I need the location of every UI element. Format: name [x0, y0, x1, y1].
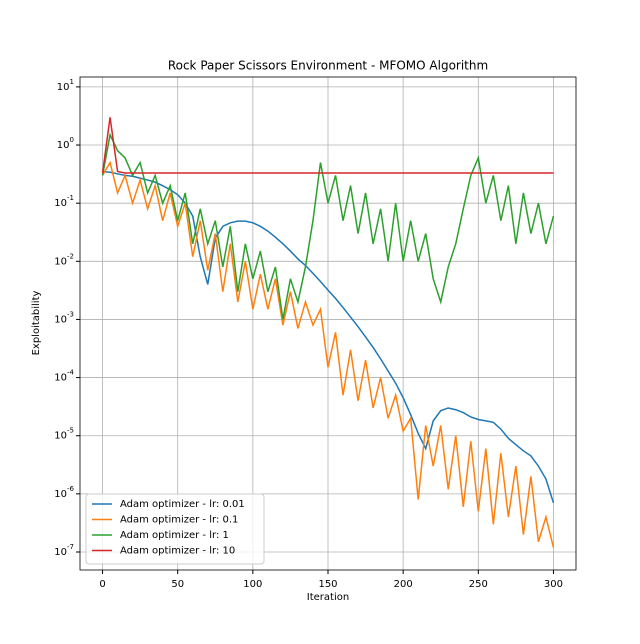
line-series — [101, 132, 555, 320]
line-series — [102, 170, 555, 504]
legend-box — [85, 493, 265, 565]
line-series — [101, 117, 554, 174]
legend-label: Adam optimizer - lr: 10 — [120, 546, 235, 557]
y-tick-label: 10-7 — [54, 543, 74, 558]
y-tick-label: 101 — [57, 78, 74, 93]
legend-label: Adam optimizer - lr: 0.1 — [120, 515, 238, 526]
x-axis-label: Iteration — [307, 592, 349, 603]
x-tick-label: 250 — [469, 579, 488, 590]
y-axis-label: Exploitability — [31, 291, 42, 356]
x-tick-label: 150 — [318, 579, 337, 590]
x-tick-label: 50 — [171, 579, 184, 590]
y-tick-label: 10-1 — [54, 194, 74, 209]
y-tick-label: 10-5 — [54, 427, 74, 442]
plot-frame — [79, 76, 577, 571]
x-tick-label: 100 — [243, 579, 262, 590]
x-tick-label: 0 — [99, 579, 105, 590]
x-tick-label: 300 — [544, 579, 563, 590]
y-tick-label: 10-4 — [54, 369, 74, 384]
legend-label: Adam optimizer - lr: 0.01 — [120, 499, 245, 510]
y-tick-label: 100 — [57, 136, 74, 151]
y-tick-label: 10-3 — [54, 310, 74, 325]
legend-label: Adam optimizer - lr: 1 — [120, 530, 229, 541]
y-tick-label: 10-2 — [54, 252, 74, 267]
y-tick-label: 10-6 — [54, 485, 74, 500]
chart-title: Rock Paper Scissors Environment - MFOMO … — [168, 59, 488, 73]
x-tick-label: 200 — [394, 579, 413, 590]
line-series — [101, 160, 555, 548]
